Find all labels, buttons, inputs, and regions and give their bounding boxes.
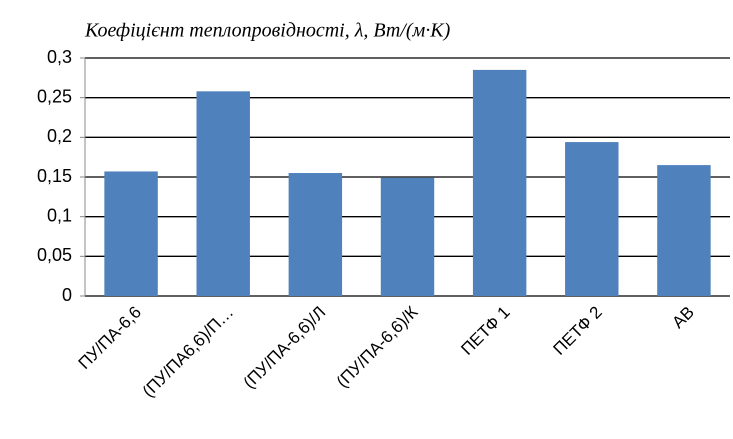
bar [657, 165, 711, 296]
y-tick-label: 0,2 [47, 126, 72, 146]
bar [565, 142, 619, 296]
x-tick-label: ПУ/ПА-6,6 [75, 303, 145, 373]
x-tick-label: АВ [668, 303, 697, 332]
bar [380, 177, 435, 296]
x-tick-label: (ПУ/ПА6,6)/П… [139, 303, 237, 401]
y-tick-label: 0 [62, 285, 72, 305]
y-tick-label: 0,15 [37, 166, 72, 186]
bar [196, 91, 250, 296]
chart-title: Коефіцієнт теплопровідності, λ, Вт/(м·К) [84, 20, 451, 42]
y-tick-label: 0,3 [47, 47, 72, 67]
y-tick-label: 0,25 [37, 86, 72, 106]
x-tick-label: ПЕТФ 2 [550, 303, 606, 359]
x-tick-label: ПЕТФ 1 [457, 303, 513, 359]
bar [288, 173, 343, 296]
y-tick-label: 0,05 [37, 245, 72, 265]
bar [104, 171, 158, 296]
x-tick-label: (ПУ/ПА-6,6)/Л [240, 303, 330, 393]
y-tick-label: 0,1 [47, 205, 72, 225]
x-tick-label: (ПУ/ПА-6,6)/К [333, 303, 422, 392]
bar [472, 69, 527, 297]
